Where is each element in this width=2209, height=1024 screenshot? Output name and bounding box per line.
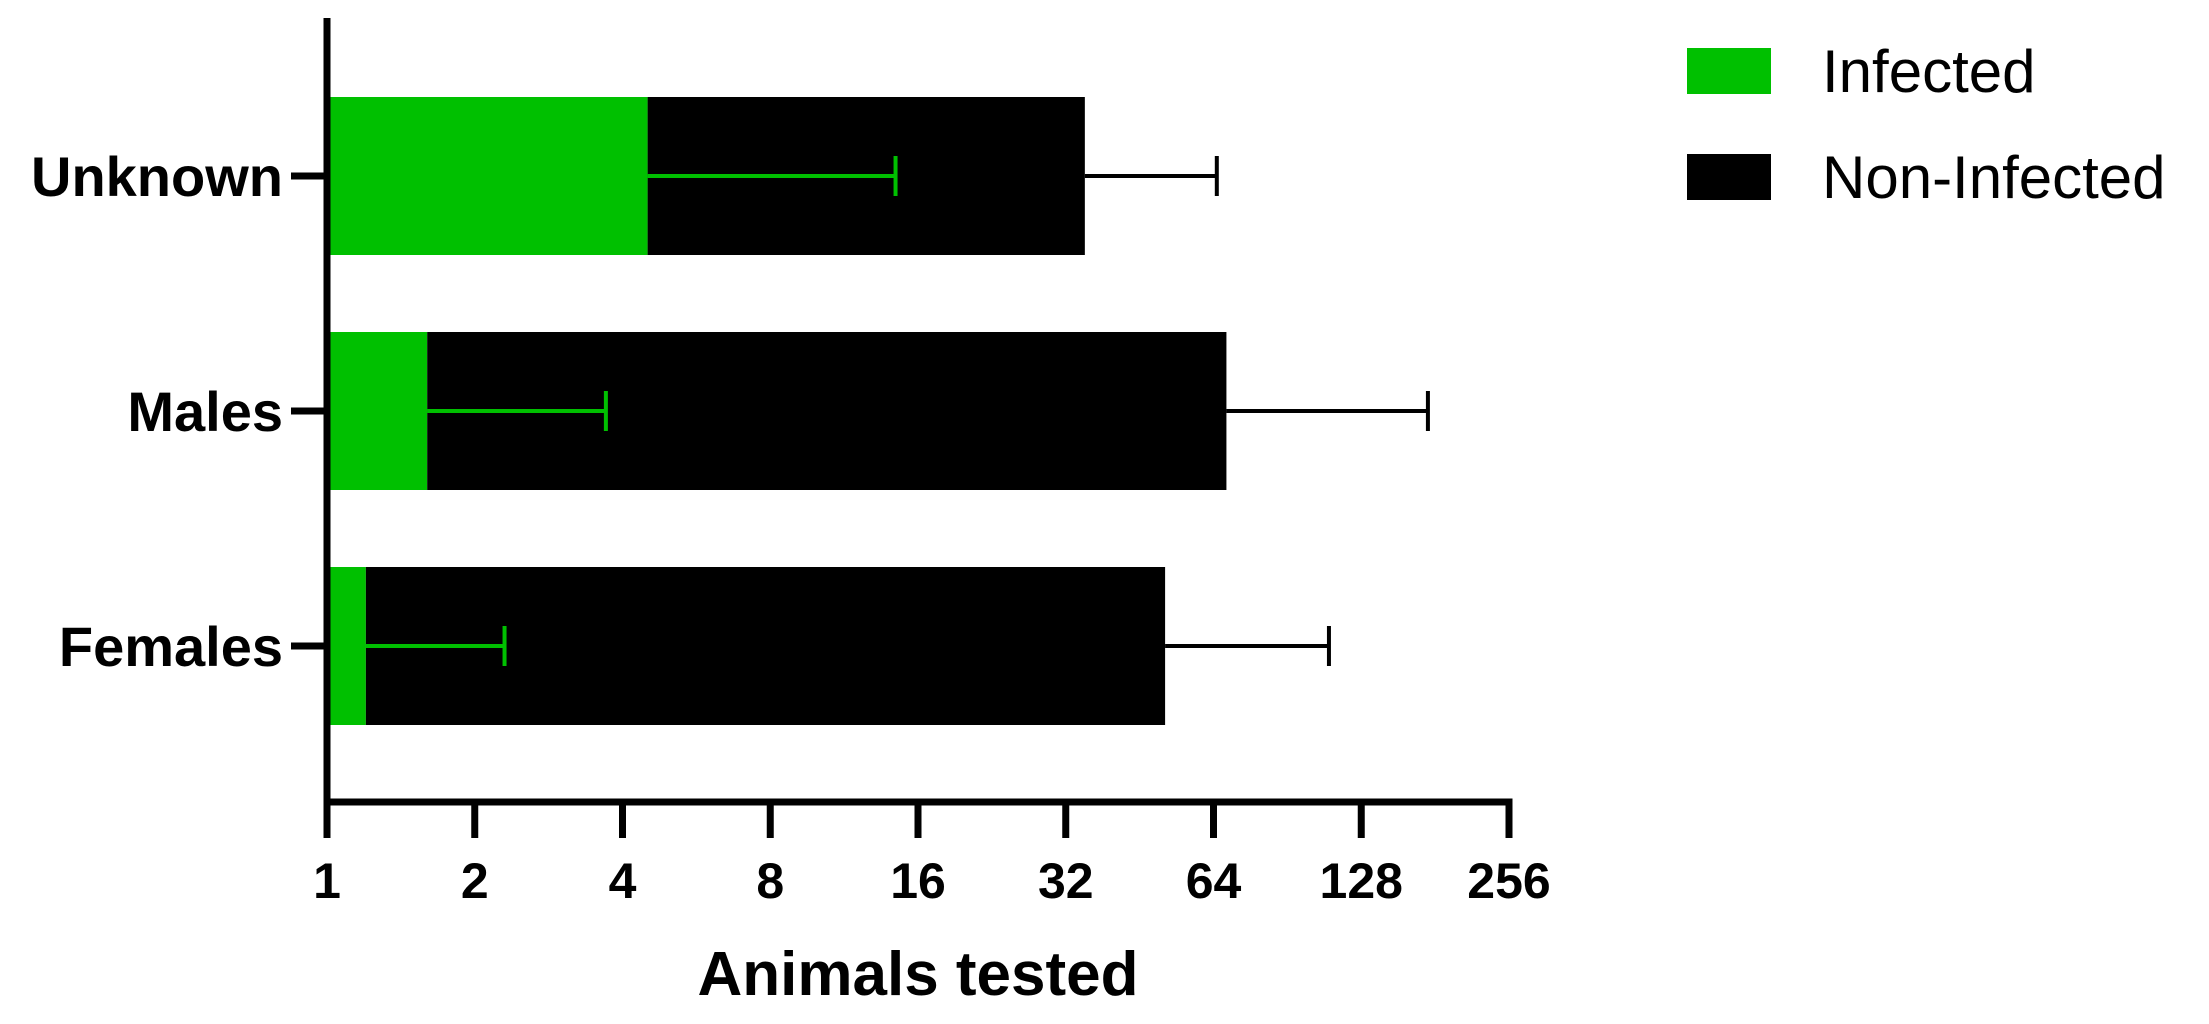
bar-males-infected [327, 332, 428, 490]
legend-label-infected: Infected [1822, 38, 2036, 105]
legend-label-non-infected: Non-Infected [1822, 144, 2166, 211]
x-tick-label-64: 64 [1186, 853, 1242, 909]
x-tick-label-4: 4 [609, 853, 637, 909]
y-tick-label-females: Females [59, 615, 283, 678]
y-tick-label-males: Males [127, 380, 283, 443]
x-tick-label-256: 256 [1467, 853, 1550, 909]
x-tick-label-16: 16 [890, 853, 946, 909]
x-tick-label-32: 32 [1038, 853, 1094, 909]
x-tick-label-8: 8 [756, 853, 784, 909]
bar-females-infected [327, 567, 366, 725]
x-tick-label-1: 1 [313, 853, 341, 909]
legend-swatch-non-infected [1687, 154, 1771, 200]
x-tick-label-2: 2 [461, 853, 489, 909]
x-axis-title: Animals tested [697, 940, 1138, 1009]
legend-swatch-infected [1687, 48, 1771, 94]
x-tick-label-128: 128 [1320, 853, 1403, 909]
bar-unknown-infected [327, 97, 648, 255]
y-tick-label-unknown: Unknown [31, 145, 283, 208]
